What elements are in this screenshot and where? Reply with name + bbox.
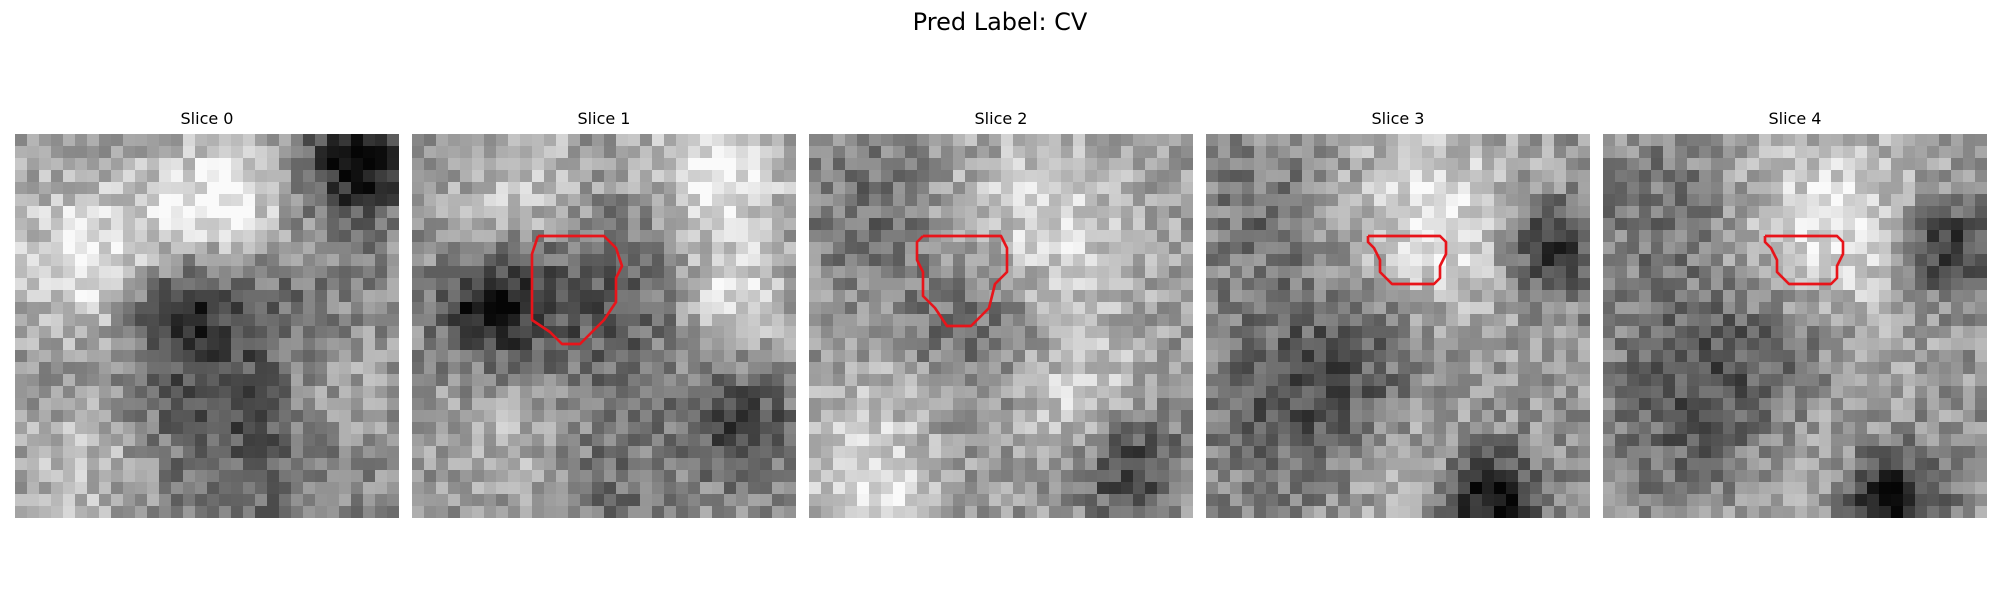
- slice-panel-2: Slice 2: [809, 108, 1193, 520]
- prediction-contour-4: [1763, 234, 1845, 286]
- slice-title-4: Slice 4: [1768, 109, 1822, 128]
- slice-image-0: [15, 134, 399, 518]
- slice-image-4: [1603, 134, 1987, 518]
- prediction-contour-2: [915, 234, 1009, 328]
- slice-panel-4: Slice 4: [1603, 108, 1987, 520]
- slice-title-3: Slice 3: [1371, 109, 1425, 128]
- slice-panel-3: Slice 3: [1206, 108, 1590, 520]
- slice-image-1: [412, 134, 796, 518]
- slice-title-2: Slice 2: [974, 109, 1028, 128]
- prediction-contour-1: [530, 234, 624, 346]
- slice-title-0: Slice 0: [180, 109, 234, 128]
- slice-panel-1: Slice 1: [412, 108, 796, 520]
- slice-panel-0: Slice 0: [15, 108, 399, 520]
- slice-title-1: Slice 1: [577, 109, 631, 128]
- figure-title: Pred Label: CV: [912, 8, 1088, 36]
- prediction-contour-3: [1366, 234, 1448, 286]
- slice-image-2: [809, 134, 1193, 518]
- slice-image-3: [1206, 134, 1590, 518]
